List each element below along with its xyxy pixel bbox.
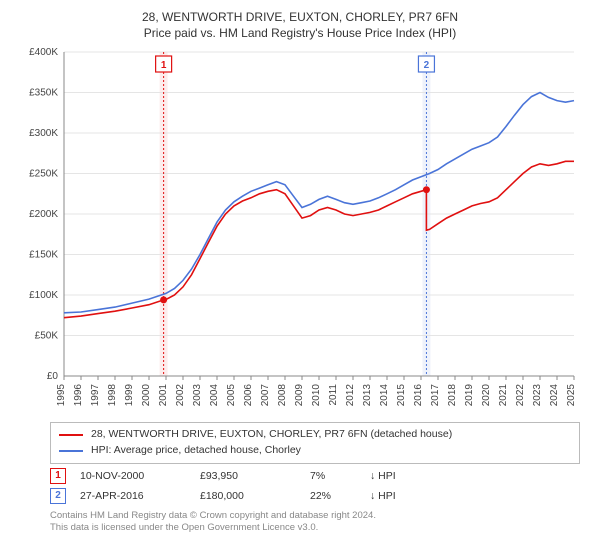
svg-text:£300K: £300K (29, 128, 58, 139)
chart-title: 28, WENTWORTH DRIVE, EUXTON, CHORLEY, PR… (10, 10, 590, 24)
svg-text:1999: 1999 (124, 384, 135, 407)
svg-text:1995: 1995 (56, 384, 67, 407)
svg-text:2011: 2011 (328, 384, 339, 406)
svg-text:£200K: £200K (29, 209, 58, 220)
chart-subtitle: Price paid vs. HM Land Registry's House … (10, 26, 590, 40)
svg-text:2: 2 (424, 60, 430, 71)
legend-label: HPI: Average price, detached house, Chor… (91, 443, 301, 459)
svg-text:2003: 2003 (192, 384, 203, 407)
svg-text:2008: 2008 (277, 384, 288, 407)
svg-text:2019: 2019 (464, 384, 475, 407)
svg-text:2005: 2005 (226, 384, 237, 407)
sale-date: 27-APR-2016 (80, 490, 200, 502)
svg-text:2017: 2017 (430, 384, 441, 407)
svg-text:2022: 2022 (515, 384, 526, 407)
sale-marker: 2 (50, 488, 66, 504)
sale-price: £93,950 (200, 470, 310, 482)
svg-text:2007: 2007 (260, 384, 271, 407)
legend-label: 28, WENTWORTH DRIVE, EUXTON, CHORLEY, PR… (91, 427, 452, 443)
svg-text:2014: 2014 (379, 384, 390, 407)
svg-text:£400K: £400K (29, 47, 58, 58)
legend-item: HPI: Average price, detached house, Chor… (59, 443, 571, 459)
svg-text:£0: £0 (47, 371, 59, 382)
legend: 28, WENTWORTH DRIVE, EUXTON, CHORLEY, PR… (50, 422, 580, 464)
sale-row: 2 27-APR-2016£180,00022%↓ HPI (50, 488, 580, 504)
svg-text:1: 1 (161, 60, 167, 71)
svg-text:£250K: £250K (29, 169, 58, 180)
legend-swatch (59, 434, 83, 436)
svg-text:2015: 2015 (396, 384, 407, 407)
svg-text:2020: 2020 (481, 384, 492, 407)
sale-pct: 7% (310, 470, 370, 482)
sale-row: 1 10-NOV-2000£93,9507%↓ HPI (50, 468, 580, 484)
svg-text:2001: 2001 (158, 384, 169, 407)
line-chart-svg: £0 £50K £100K £150K £200K £250K £300K £350K £400… (20, 46, 580, 416)
attribution-footer: Contains HM Land Registry data © Crown c… (50, 510, 580, 535)
sale-date: 10-NOV-2000 (80, 470, 200, 482)
svg-text:1996: 1996 (73, 384, 84, 407)
sale-marker: 1 (50, 468, 66, 484)
svg-text:2021: 2021 (498, 384, 509, 407)
svg-text:£150K: £150K (29, 250, 58, 261)
svg-text:2016: 2016 (413, 384, 424, 407)
svg-text:2025: 2025 (566, 384, 577, 407)
sales-table: 1 10-NOV-2000£93,9507%↓ HPI 2 27-APR-2016£1… (50, 468, 580, 504)
svg-text:£50K: £50K (35, 331, 59, 342)
svg-text:2013: 2013 (362, 384, 373, 407)
svg-text:2010: 2010 (311, 384, 322, 407)
footer-line-1: Contains HM Land Registry data © Crown c… (50, 510, 580, 522)
svg-text:2012: 2012 (345, 384, 356, 407)
chart-titles: 28, WENTWORTH DRIVE, EUXTON, CHORLEY, PR… (10, 10, 590, 40)
svg-text:£350K: £350K (29, 88, 58, 99)
svg-text:2018: 2018 (447, 384, 458, 407)
svg-text:£100K: £100K (29, 290, 58, 301)
legend-item: 28, WENTWORTH DRIVE, EUXTON, CHORLEY, PR… (59, 427, 571, 443)
sale-hpi-delta: ↓ HPI (370, 490, 396, 502)
svg-text:2006: 2006 (243, 384, 254, 407)
chart-container: 28, WENTWORTH DRIVE, EUXTON, CHORLEY, PR… (0, 0, 600, 560)
svg-text:2009: 2009 (294, 384, 305, 407)
svg-text:2002: 2002 (175, 384, 186, 407)
sale-price: £180,000 (200, 490, 310, 502)
svg-text:2004: 2004 (209, 384, 220, 407)
legend-swatch (59, 450, 83, 452)
svg-text:1997: 1997 (90, 384, 101, 407)
svg-text:1998: 1998 (107, 384, 118, 407)
sale-hpi-delta: ↓ HPI (370, 470, 396, 482)
svg-text:2023: 2023 (532, 384, 543, 407)
footer-line-2: This data is licensed under the Open Gov… (50, 522, 580, 534)
plot-area: £0 £50K £100K £150K £200K £250K £300K £350K £400… (20, 46, 580, 416)
sale-pct: 22% (310, 490, 370, 502)
svg-text:2000: 2000 (141, 384, 152, 407)
svg-text:2024: 2024 (549, 384, 560, 407)
